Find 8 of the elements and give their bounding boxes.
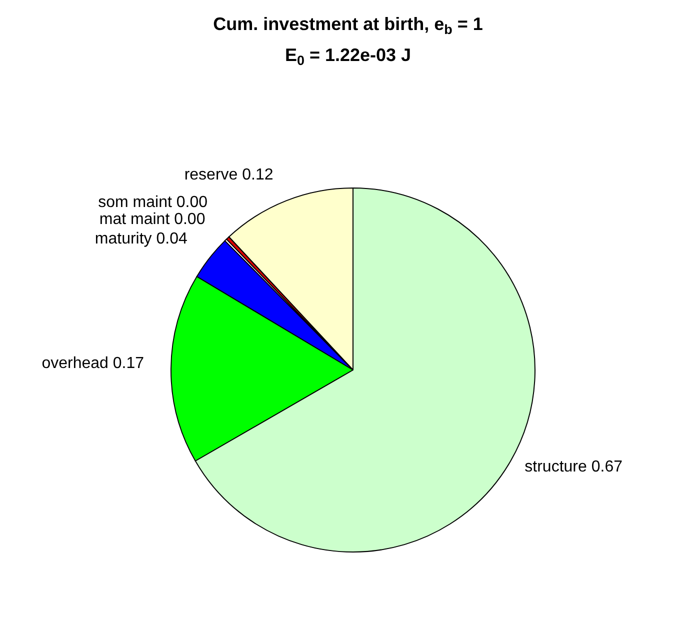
chart-title: Cum. investment at birth, e$_{b}$ = 1: [213, 14, 483, 38]
slice-label: reserve 0.12: [184, 166, 274, 184]
slice-label: som maint 0.00: [98, 194, 208, 211]
chart-subtitle: E$_{0}$ = 1.22e-03 J: [284, 45, 412, 68]
slice-label: mat maint 0.00: [99, 210, 206, 228]
slice-label: overhead 0.17: [42, 354, 144, 372]
slice-label: maturity 0.04: [94, 230, 188, 248]
slice-label: structure 0.67: [524, 458, 623, 476]
